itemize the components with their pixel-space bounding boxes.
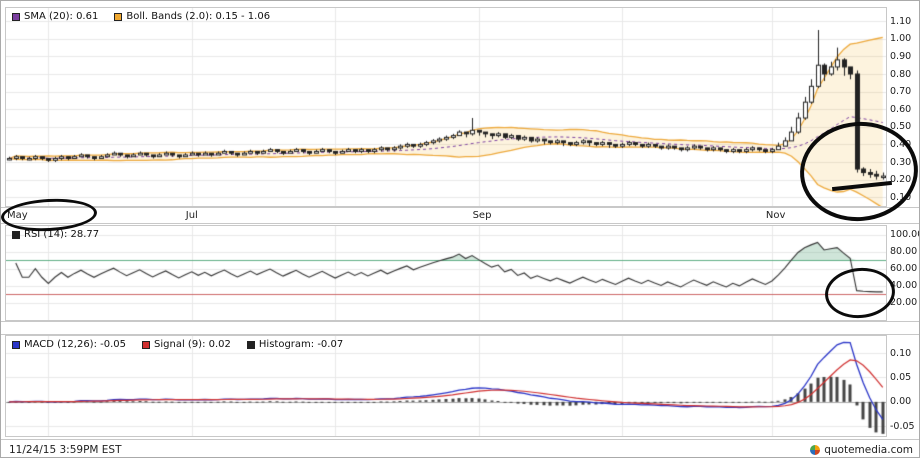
legend-item-rsi: RSI (14): 28.77 <box>12 229 99 240</box>
y-axis-label: 1.10 <box>890 15 912 27</box>
rsi-panel: RSI (14): 28.77 <box>5 225 887 321</box>
date-axis: May Jul Sep Nov <box>1 207 919 224</box>
histogram-swatch-icon <box>246 340 255 349</box>
rsi-legend: RSI (14): 28.77 <box>12 229 99 240</box>
y-axis-label: 40.00 <box>890 280 918 292</box>
y-axis-label: 0.10 <box>890 347 912 359</box>
bollinger-swatch-icon <box>114 12 123 21</box>
y-axis-label: 0.90 <box>890 50 912 62</box>
legend-item-bollinger: Boll. Bands (2.0): 0.15 - 1.06 <box>114 11 270 22</box>
macd-legend-label: MACD (12,26): -0.05 <box>24 339 127 350</box>
y-axis-label: 0.60 <box>890 103 912 115</box>
price-legend: SMA (20): 0.61 Boll. Bands (2.0): 0.15 -… <box>12 11 270 22</box>
y-axis-label: 20.00 <box>890 297 918 309</box>
x-axis-label: Nov <box>765 210 786 221</box>
timestamp: 11/24/15 3:59PM EST <box>9 443 122 456</box>
y-axis-label: 0.30 <box>890 156 912 168</box>
legend-item-sma: SMA (20): 0.61 <box>12 11 98 22</box>
price-chart-canvas <box>6 8 886 206</box>
rsi-swatch-icon <box>12 230 20 239</box>
quotemedia-brand-link[interactable]: quotemedia.com <box>810 444 913 456</box>
signal-legend-label: Signal (9): 0.02 <box>154 339 231 350</box>
sma-legend-label: SMA (20): 0.61 <box>24 11 99 22</box>
y-axis-label: 0.70 <box>890 86 912 98</box>
y-axis-label: -0.05 <box>890 420 915 432</box>
macd-legend: MACD (12,26): -0.05 Signal (9): 0.02 His… <box>12 339 343 350</box>
histogram-legend-label: Histogram: -0.07 <box>258 339 344 350</box>
rsi-legend-label: RSI (14): 28.77 <box>24 229 100 240</box>
y-axis-label: 0.50 <box>890 121 912 133</box>
x-axis-label: Jul <box>185 210 198 221</box>
brand-text: quotemedia.com <box>824 443 913 456</box>
sma-swatch-icon <box>12 12 20 21</box>
macd-chart-canvas <box>6 336 886 436</box>
y-axis-label: 0.10 <box>890 191 912 203</box>
y-axis-column: 1.10 1.00 0.90 0.80 0.70 0.60 0.50 0.40 0.30 0.20… <box>890 1 920 457</box>
footer: 11/24/15 3:59PM EST quotemedia.com <box>1 439 919 457</box>
price-panel: SMA (20): 0.61 Boll. Bands (2.0): 0.15 -… <box>5 7 887 207</box>
rsi-macd-divider <box>1 321 919 335</box>
quotemedia-logo-icon <box>810 444 821 455</box>
y-axis-label: 80.00 <box>890 246 918 258</box>
bollinger-legend-label: Boll. Bands (2.0): 0.15 - 1.06 <box>126 11 271 22</box>
y-axis-label: 0.80 <box>890 68 912 80</box>
y-axis-label: 1.00 <box>890 33 912 45</box>
y-axis-label: 100.00 <box>890 229 920 241</box>
legend-item-macd: MACD (12,26): -0.05 <box>12 339 126 350</box>
macd-panel: MACD (12,26): -0.05 Signal (9): 0.02 His… <box>5 335 887 437</box>
y-axis-label: 0.00 <box>890 396 912 408</box>
signal-swatch-icon <box>142 340 151 349</box>
x-axis-label: May <box>7 210 28 221</box>
rsi-chart-canvas <box>6 226 886 320</box>
legend-item-histogram: Histogram: -0.07 <box>246 339 344 350</box>
y-axis-label: 60.00 <box>890 263 918 275</box>
legend-item-signal: Signal (9): 0.02 <box>142 339 231 350</box>
x-axis-label: Sep <box>472 210 492 221</box>
macd-swatch-icon <box>12 340 20 349</box>
y-axis-label: 0.20 <box>890 174 912 186</box>
y-axis-label: 0.40 <box>890 138 912 150</box>
y-axis-label: 0.05 <box>890 371 912 383</box>
